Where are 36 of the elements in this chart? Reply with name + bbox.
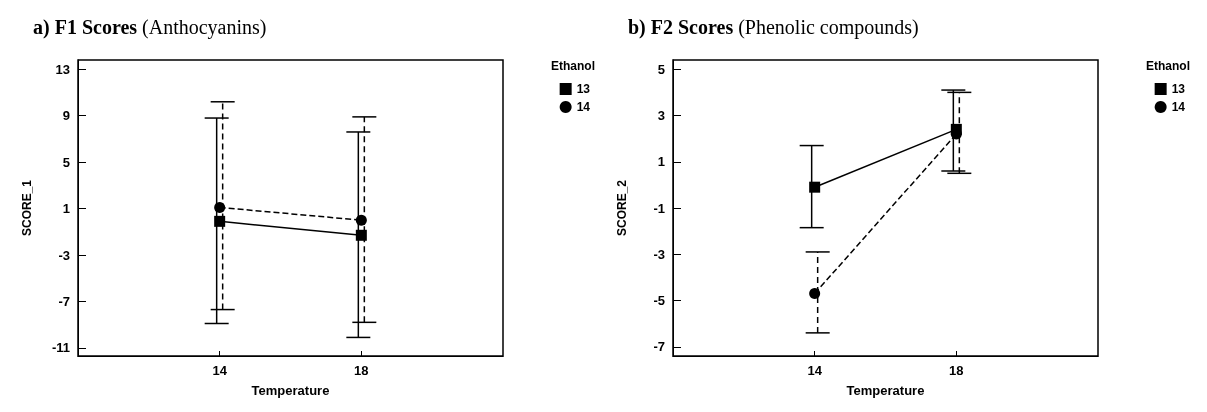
y-tick-label: -7 — [58, 293, 70, 309]
legend-label: 14 — [1171, 100, 1186, 114]
x-axis-title: Temperature — [846, 383, 925, 398]
y-tick-label: 5 — [62, 154, 70, 170]
x-tick-label: 14 — [212, 363, 228, 378]
y-tick-label: 5 — [657, 61, 665, 77]
chart-title: a) F1 Scores (Anthocyanins) — [33, 16, 267, 39]
y-tick-label: -5 — [653, 293, 665, 308]
y-tick-label: 1 — [657, 154, 665, 170]
legend-label: 14 — [576, 100, 591, 114]
y-tick-label: 13 — [55, 61, 70, 77]
point — [214, 201, 226, 213]
y-tick-label: -3 — [653, 246, 665, 262]
legend-title: Ethanol — [551, 59, 595, 73]
y-tick-label: 1 — [62, 201, 70, 217]
y-tick-label: -11 — [51, 340, 70, 356]
point — [809, 288, 821, 300]
y-tick-label: -1 — [653, 200, 665, 216]
y-tick-label: 9 — [62, 108, 70, 124]
x-tick-label: 18 — [354, 363, 369, 378]
y-tick-label: 3 — [657, 108, 665, 123]
y-tick-label: -7 — [653, 339, 665, 355]
y-axis-title: SCORE_1 — [20, 179, 34, 237]
legend-label: 13 — [576, 82, 591, 96]
y-tick-label: -3 — [58, 247, 70, 263]
point — [355, 214, 367, 226]
point — [355, 229, 367, 241]
legend-label: 13 — [1171, 82, 1186, 96]
chart-title: b) F2 Scores (Phenolic compounds) — [628, 16, 919, 39]
x-tick-label: 14 — [807, 363, 823, 378]
point — [214, 215, 226, 227]
x-axis-title: Temperature — [251, 383, 330, 398]
y-axis-title: SCORE_2 — [615, 179, 629, 237]
legend-title: Ethanol — [1146, 59, 1190, 73]
x-tick-label: 18 — [949, 363, 964, 378]
point — [809, 181, 821, 193]
